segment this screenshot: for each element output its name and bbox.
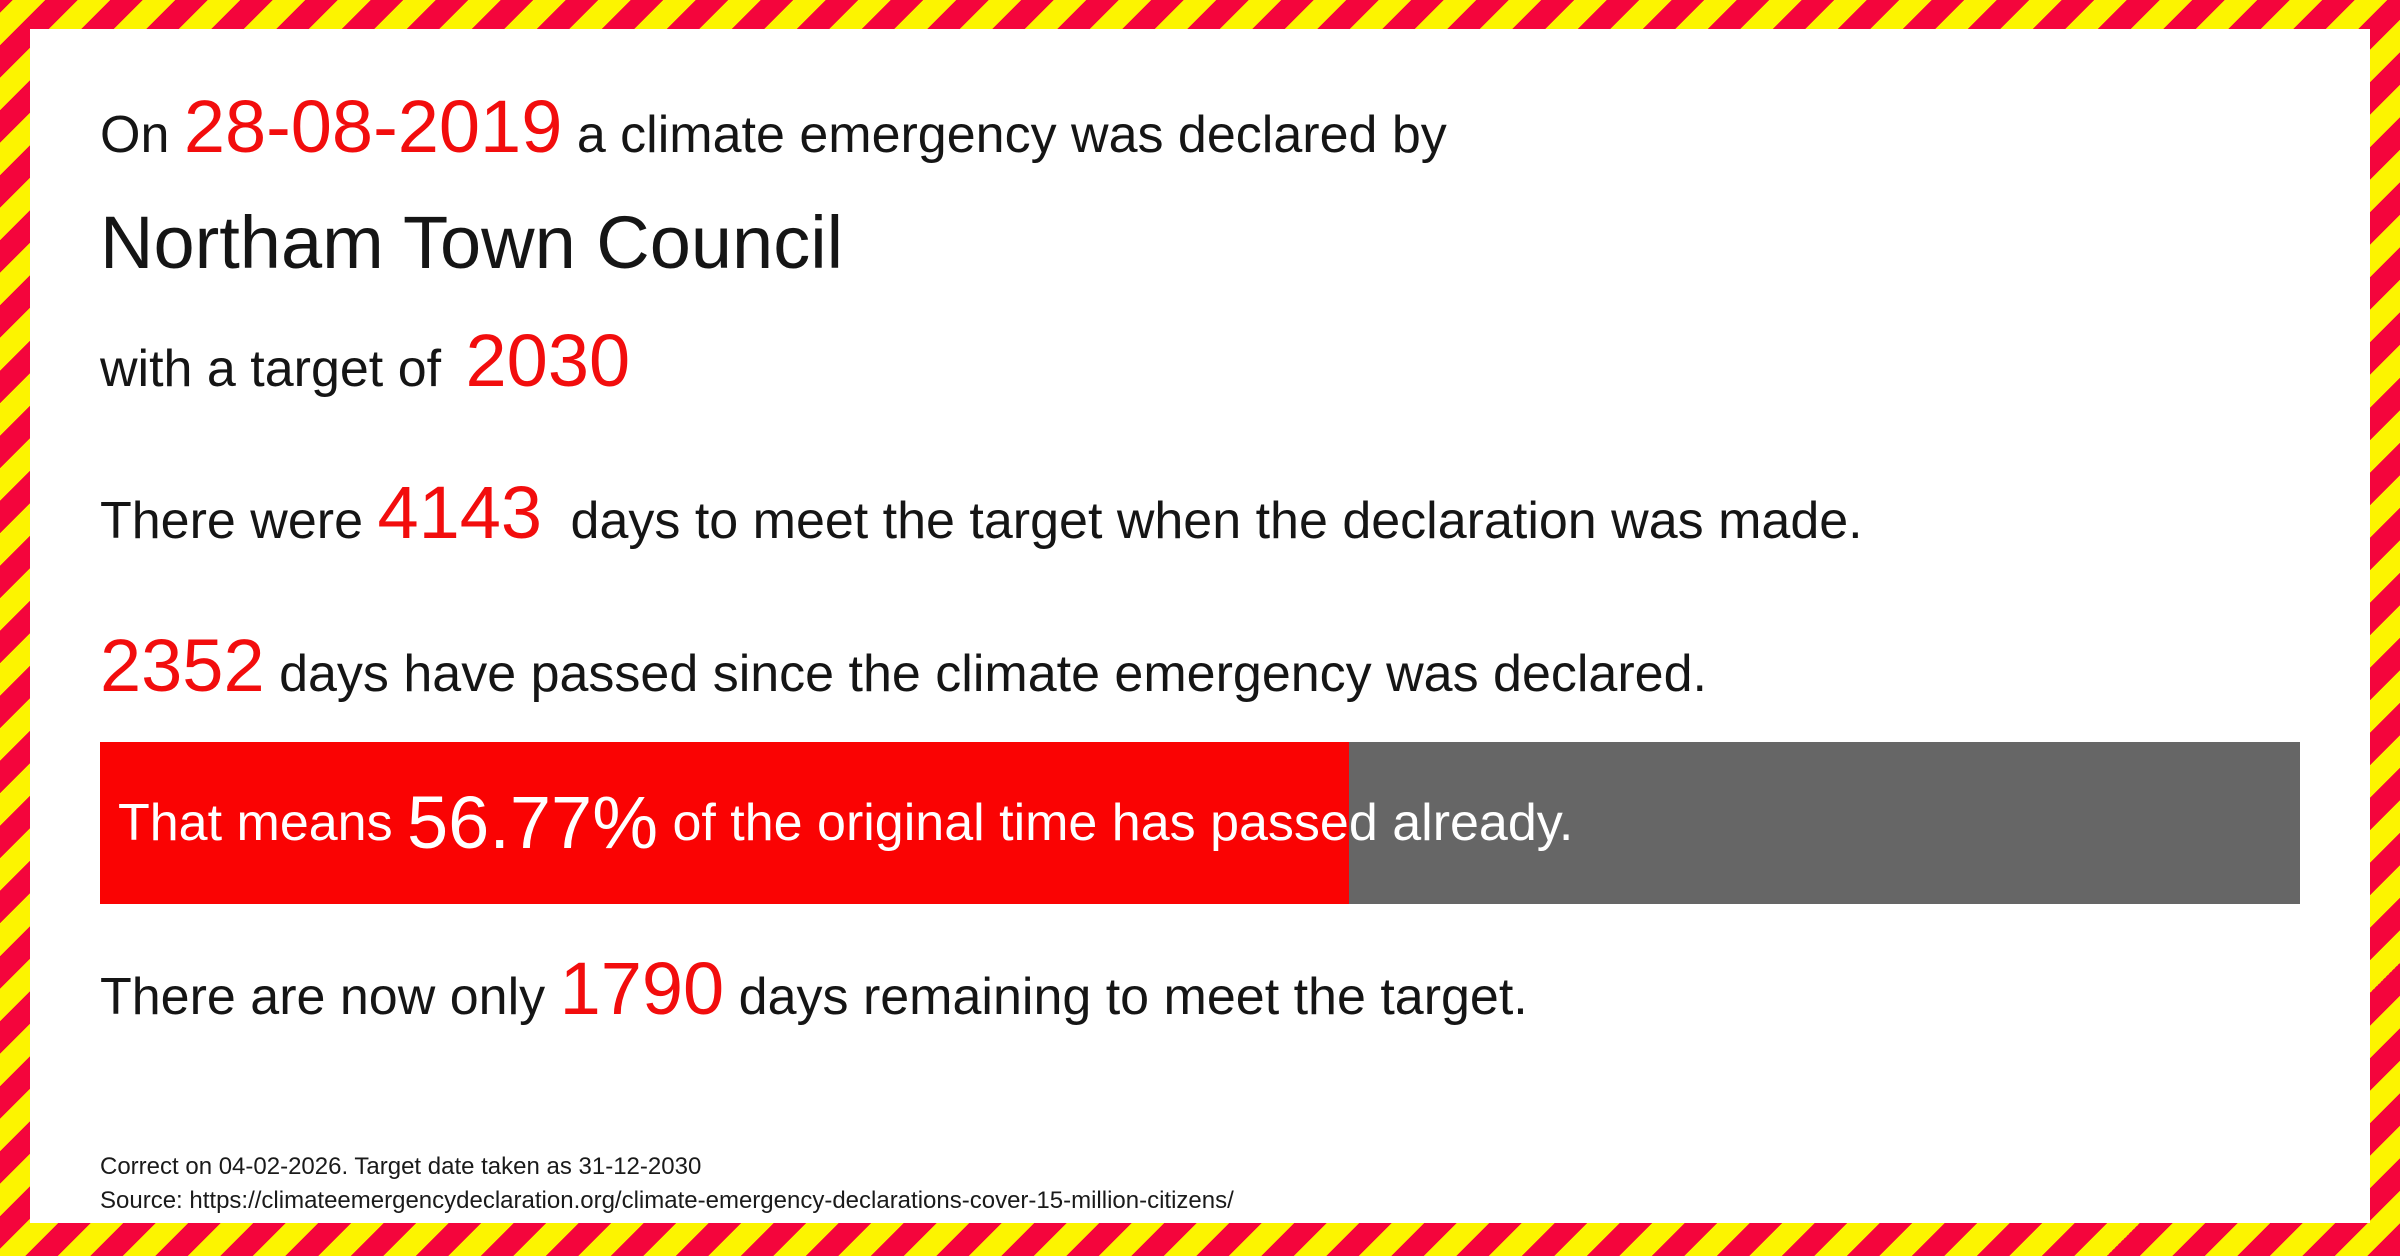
declaration-suffix: a climate emergency was declared by — [576, 106, 1447, 164]
days-remaining-value: 1790 — [559, 947, 725, 1030]
days-total-prefix: There were — [100, 492, 363, 550]
days-remaining-prefix: There are now only — [100, 968, 546, 1026]
days-total-line: There were 4143 days to meet the target … — [100, 463, 2300, 571]
target-prefix: with a target of — [100, 340, 442, 398]
target-year: 2030 — [465, 319, 631, 402]
declaration-date: 28-08-2019 — [183, 85, 563, 168]
footer-correct-on: Correct on 04-02-2026. Target date taken… — [100, 1153, 702, 1180]
progress-prefix: That means — [118, 794, 393, 852]
progress-percent: 56.77% — [407, 781, 659, 864]
days-total-value: 4143 — [377, 471, 543, 554]
footer-source-url: Source: https://climateemergencydeclarat… — [100, 1187, 1234, 1214]
days-passed-suffix: days have passed since the climate emerg… — [279, 645, 1707, 703]
authority-name: Northam Town Council — [100, 201, 844, 284]
days-remaining-line: There are now only 1790 days remaining t… — [100, 939, 2300, 1047]
progress-bar-label: That means 56.77% of the original time h… — [100, 742, 2300, 904]
progress-suffix: of the original time has passed already. — [672, 794, 1574, 852]
content-panel: On 28-08-2019 a climate emergency was de… — [30, 29, 2370, 1223]
days-total-suffix: days to meet the target when the declara… — [570, 492, 1863, 550]
progress-bar: That means 56.77% of the original time h… — [100, 742, 2300, 904]
days-passed-value: 2352 — [100, 624, 265, 707]
footer: Correct on 04-02-2026. Target date taken… — [100, 1150, 2300, 1218]
declaration-line: On 28-08-2019 a climate emergency was de… — [100, 77, 2300, 185]
declaration-prefix: On — [100, 106, 170, 164]
days-remaining-suffix: days remaining to meet the target. — [738, 968, 1528, 1026]
target-line: with a target of 2030 — [100, 311, 2300, 419]
days-passed-line: 2352 days have passed since the climate … — [100, 616, 2300, 724]
progress-bar-fill — [100, 742, 1349, 904]
